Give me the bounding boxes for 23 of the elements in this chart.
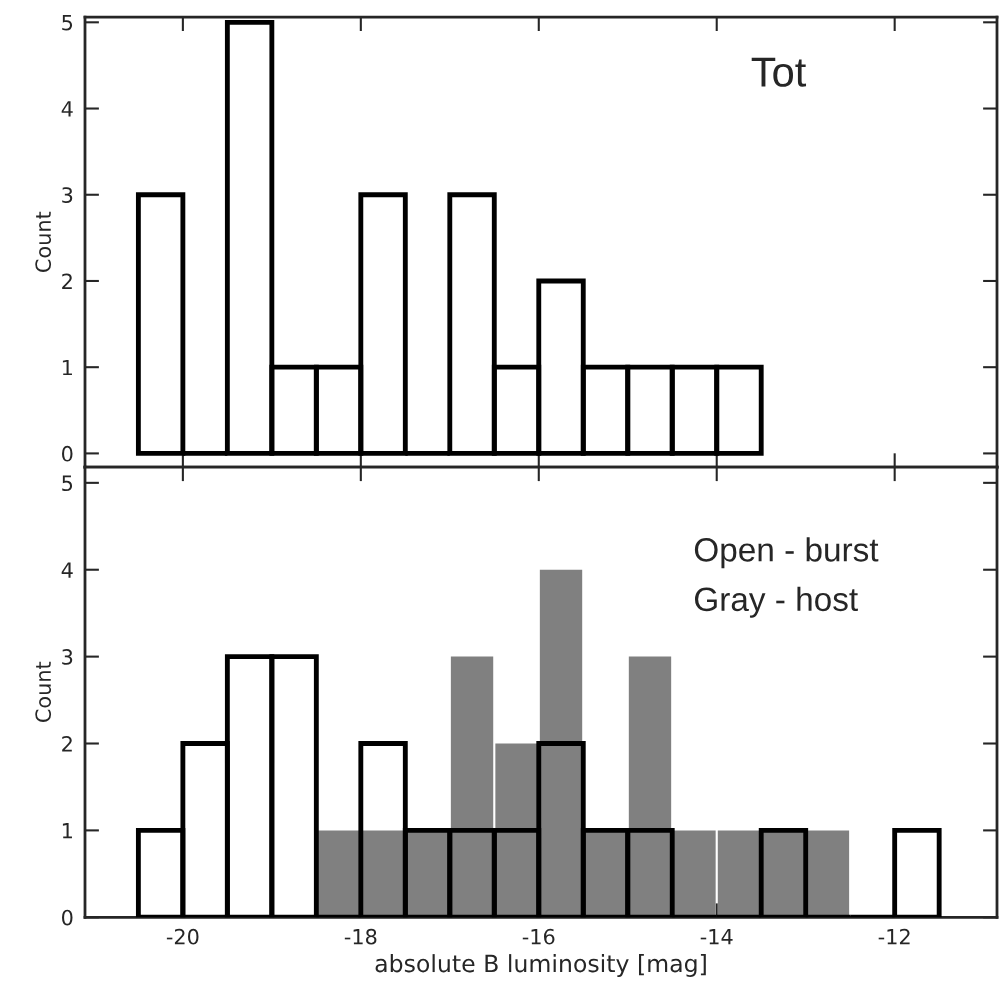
y-tick-label: 0 bbox=[62, 909, 73, 926]
y-tick-label: 5 bbox=[62, 475, 73, 492]
annotation: Tot bbox=[751, 57, 807, 87]
y-tick-label: 4 bbox=[61, 101, 73, 117]
x-axis-title: absolute B luminosity [mag] bbox=[375, 954, 706, 977]
annotation: Gray - host bbox=[694, 586, 858, 618]
y-tick-label: 1 bbox=[62, 823, 72, 839]
x-tick-label: -12 bbox=[878, 928, 910, 945]
y-tick-label: 2 bbox=[62, 273, 72, 289]
y-axis-title: Count bbox=[35, 211, 52, 272]
x-tick-label: -14 bbox=[700, 929, 733, 945]
y-tick-label: 2 bbox=[62, 735, 72, 752]
annotation: Open - burst bbox=[694, 537, 879, 569]
y-tick-label: 4 bbox=[61, 562, 73, 578]
y-tick-label: 3 bbox=[62, 649, 73, 665]
y-axis-title: Count bbox=[35, 661, 52, 723]
x-tick-label: -18 bbox=[344, 928, 377, 945]
y-tick-label: 5 bbox=[62, 15, 73, 31]
x-tick-label: -16 bbox=[522, 928, 555, 945]
y-tick-label: 3 bbox=[62, 187, 73, 203]
y-tick-label: 0 bbox=[62, 445, 73, 462]
y-tick-label: 1 bbox=[62, 359, 72, 376]
x-tick-label: -20 bbox=[166, 928, 199, 945]
